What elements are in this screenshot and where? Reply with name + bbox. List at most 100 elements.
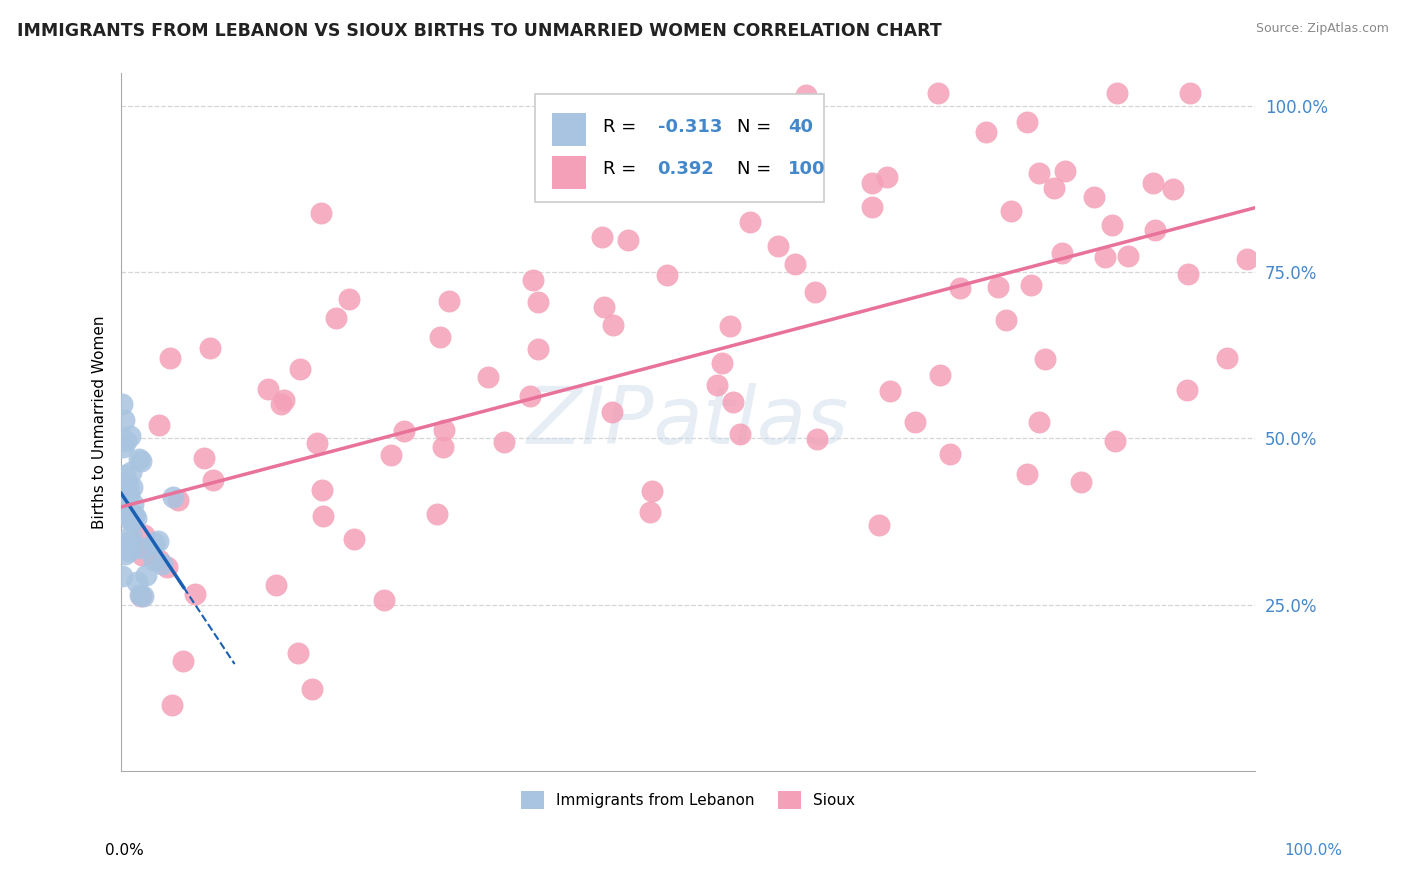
Point [903,415,925,429]
Point [121,497,143,511]
Point [1142,176,1164,190]
Point [617,233,640,247]
Point [1094,250,1116,264]
Point [1104,434,1126,449]
Point [337,292,360,306]
Point [118,487,141,501]
Point [159,351,181,365]
Point [125,575,148,590]
Point [432,440,454,454]
Point [1000,204,1022,219]
Point [526,342,548,356]
Point [641,483,664,498]
Point [148,418,170,433]
Point [1175,383,1198,397]
Point [114,413,136,427]
Point [112,440,135,454]
Point [167,492,190,507]
Point [132,589,155,603]
Text: 100: 100 [787,161,825,178]
Point [343,533,366,547]
Point [494,434,516,449]
Point [1033,351,1056,366]
Point [114,468,136,483]
Point [266,578,288,592]
Point [135,568,157,582]
Point [118,429,141,443]
Point [257,382,280,396]
Point [120,533,142,548]
Y-axis label: Births to Unmarried Women: Births to Unmarried Women [93,315,107,529]
Point [706,378,728,392]
Point [120,514,142,528]
Point [312,509,335,524]
Point [928,368,950,382]
Point [1028,166,1050,180]
Point [1028,415,1050,429]
Point [766,239,789,253]
Point [273,392,295,407]
Point [117,541,139,556]
Point [730,427,752,442]
Point [720,318,742,333]
Point [1053,163,1076,178]
Point [927,86,949,100]
Text: R =: R = [603,161,643,178]
Text: 0.0%: 0.0% [105,843,145,858]
Point [995,313,1018,327]
Point [129,454,152,468]
Point [433,423,456,437]
FancyBboxPatch shape [536,94,824,202]
Point [114,434,136,448]
Point [1143,223,1166,237]
Point [307,436,329,450]
Point [380,448,402,462]
Point [301,682,323,697]
Point [134,527,156,541]
Point [131,541,153,556]
Point [118,540,141,554]
Legend: Immigrants from Lebanon, Sioux: Immigrants from Lebanon, Sioux [515,784,860,815]
Point [1015,115,1038,129]
Point [600,405,623,419]
Point [121,480,143,494]
Point [120,465,142,479]
Point [114,547,136,561]
Point [1070,475,1092,490]
Point [949,281,972,295]
Point [129,589,152,603]
Point [373,592,395,607]
Point [162,698,184,712]
Point [193,450,215,465]
Point [738,215,761,229]
Point [162,490,184,504]
Point [172,654,194,668]
Point [111,476,134,491]
Point [987,280,1010,294]
Text: R =: R = [603,119,643,136]
Point [426,507,449,521]
Point [876,170,898,185]
Point [125,510,148,524]
FancyBboxPatch shape [553,156,586,189]
Point [311,205,333,219]
Point [201,473,224,487]
Point [527,294,550,309]
Point [602,318,624,332]
Point [290,361,312,376]
Point [721,394,744,409]
Text: Source: ZipAtlas.com: Source: ZipAtlas.com [1256,22,1389,36]
Point [115,481,138,495]
Point [868,517,890,532]
Point [111,493,134,508]
Point [128,452,150,467]
FancyBboxPatch shape [553,112,586,146]
Point [115,503,138,517]
Point [200,341,222,355]
Point [120,528,142,542]
Point [142,553,165,567]
Point [1161,182,1184,196]
Point [111,568,134,582]
Point [1101,218,1123,232]
Point [1017,467,1039,482]
